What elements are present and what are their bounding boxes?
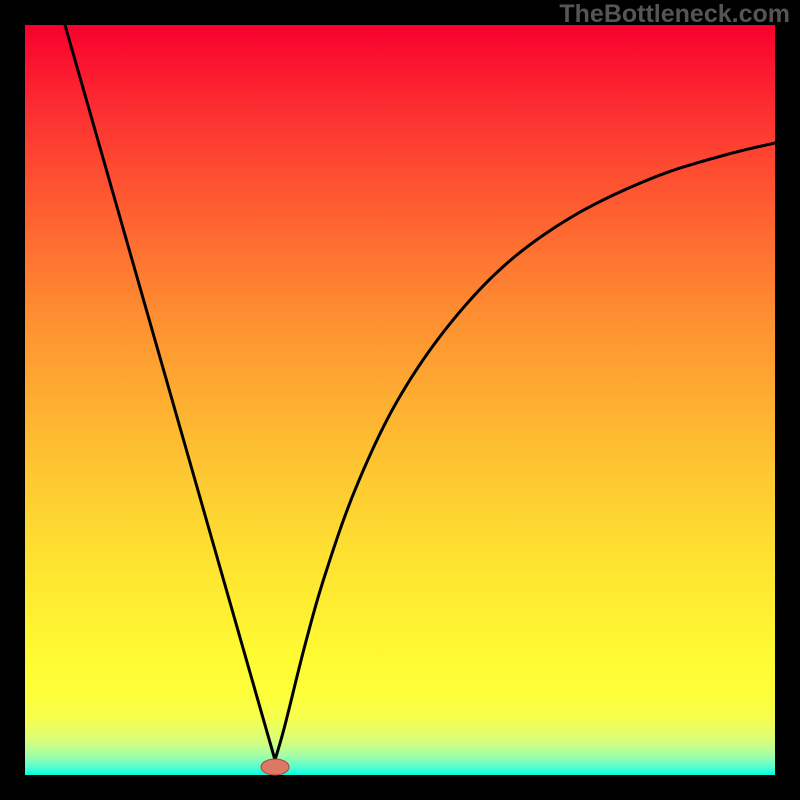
plot-area: [25, 25, 775, 775]
watermark-text: TheBottleneck.com: [559, 0, 790, 29]
chart-canvas: TheBottleneck.com: [0, 0, 800, 800]
bottleneck-chart: [0, 0, 800, 800]
minimum-marker: [261, 759, 289, 775]
